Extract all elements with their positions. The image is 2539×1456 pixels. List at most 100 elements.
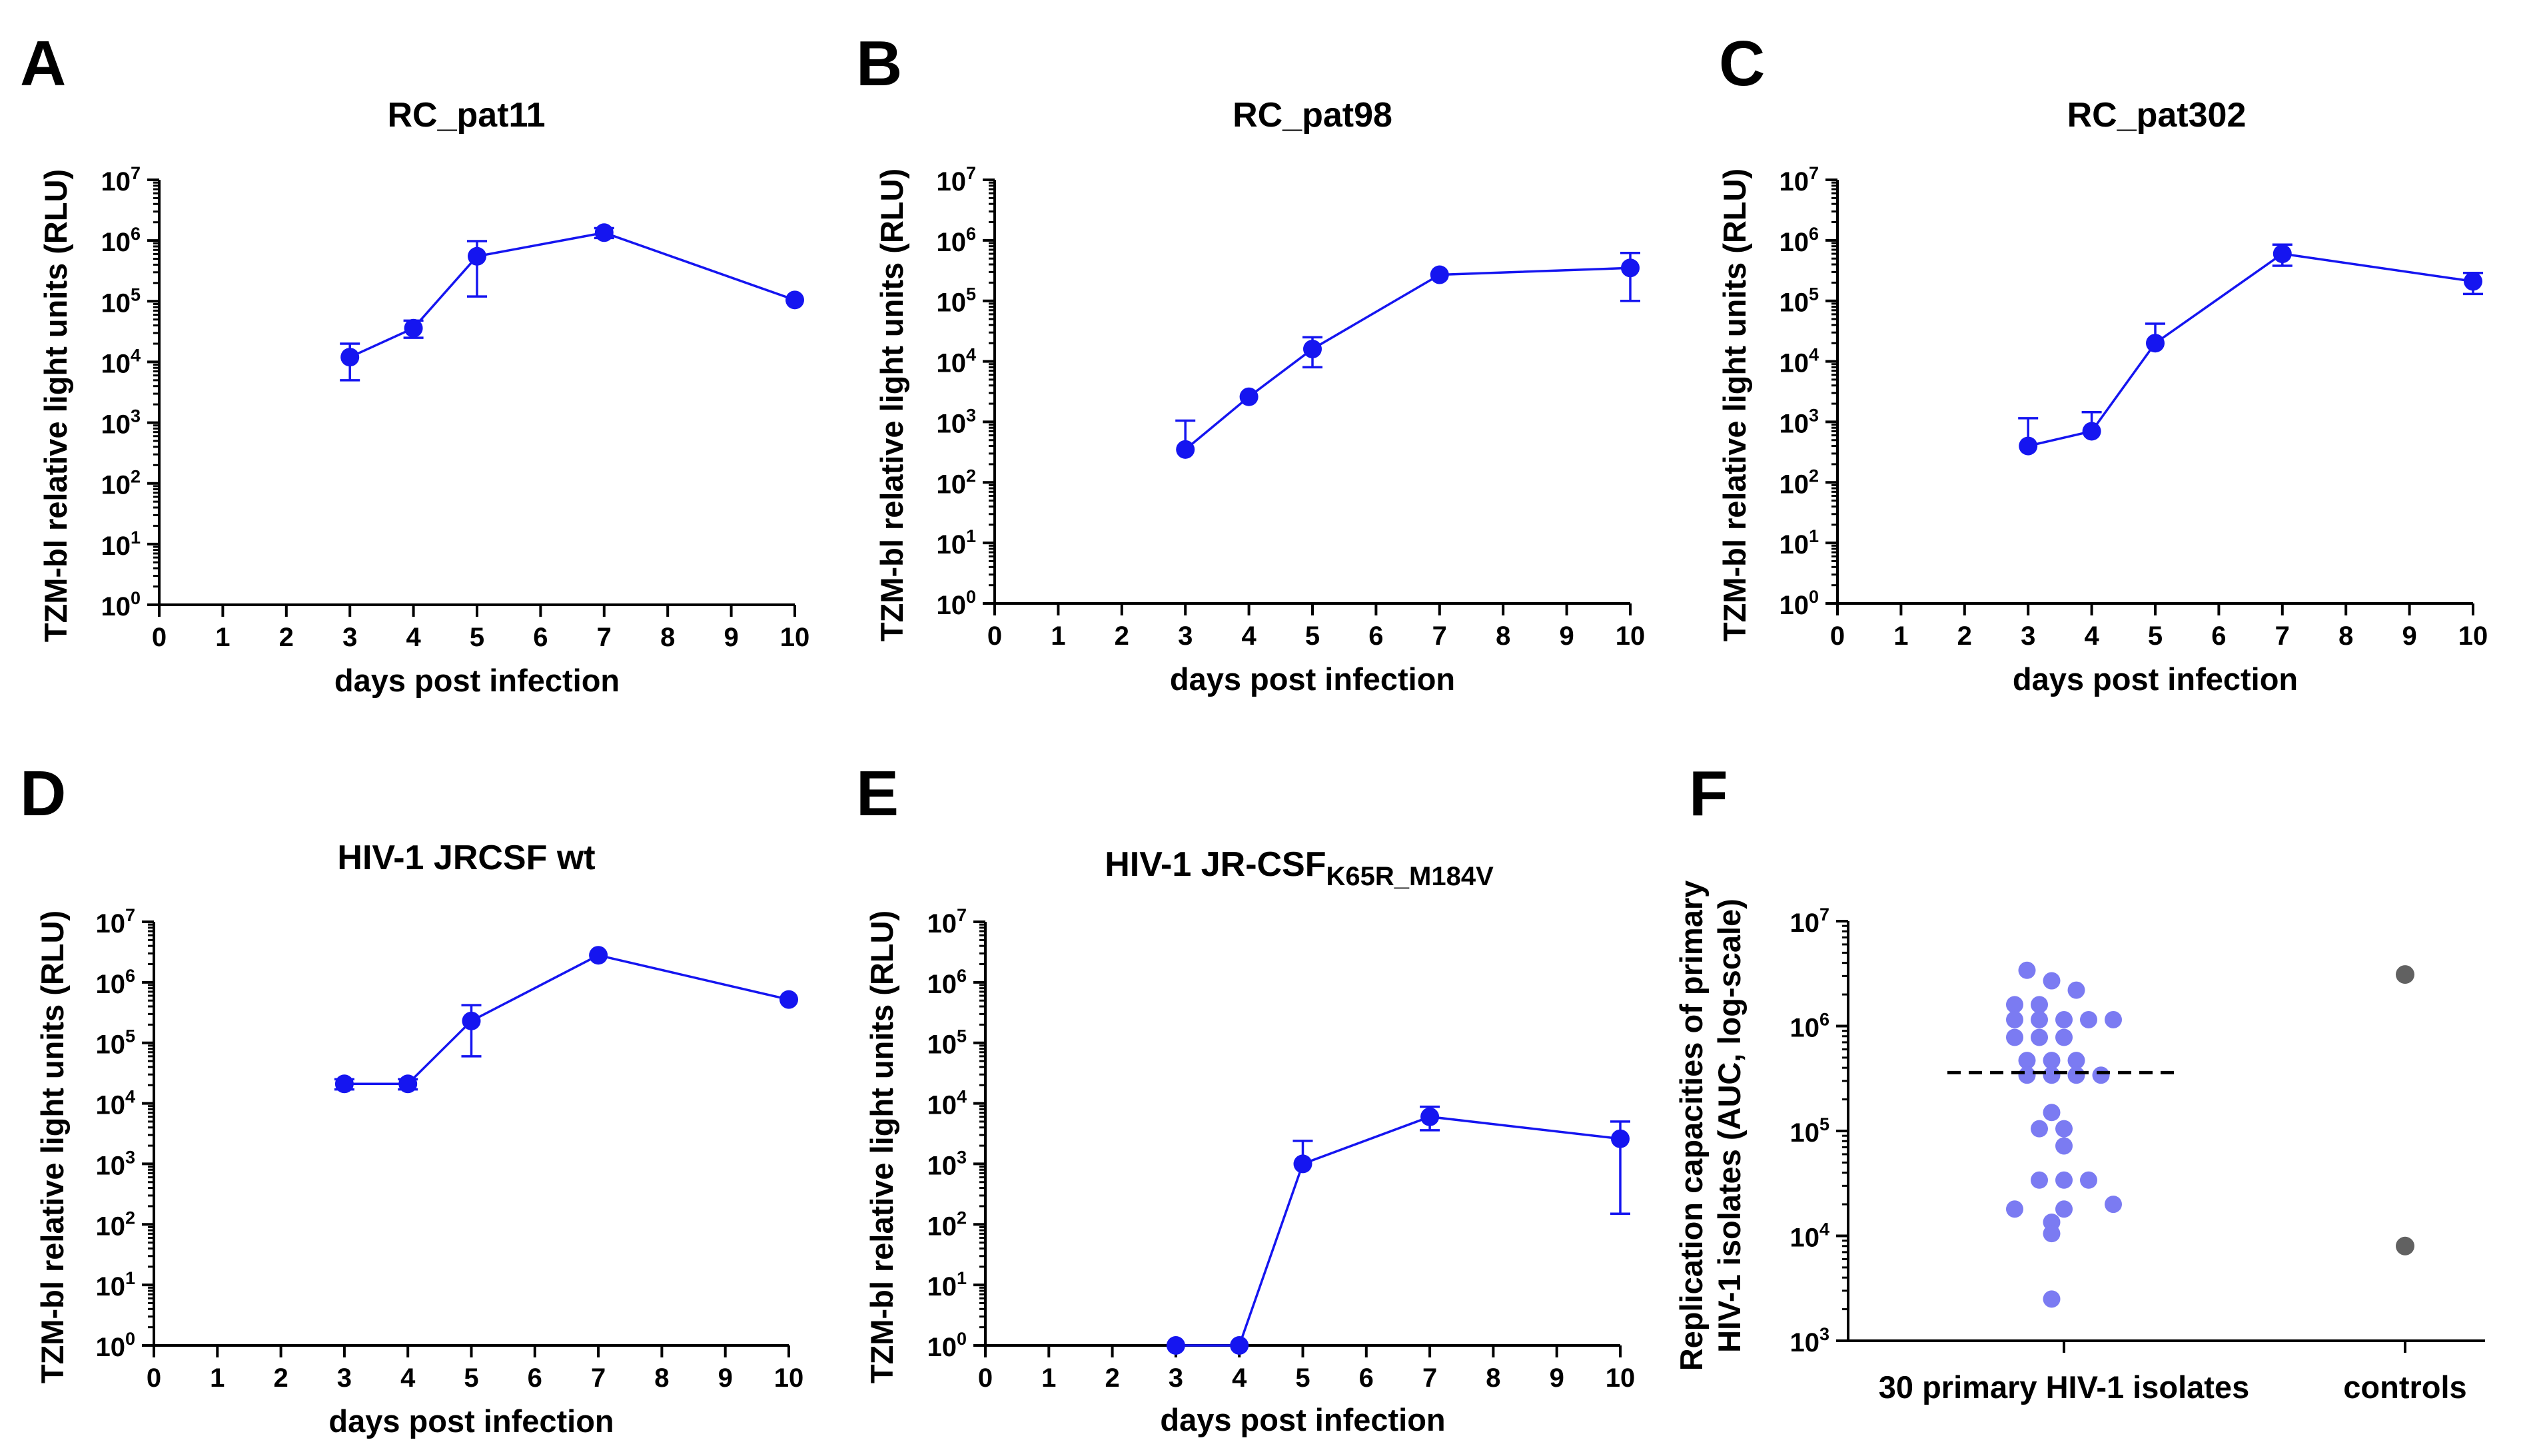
x-tick-label: 5 xyxy=(1295,1363,1310,1393)
y-tick-label: 102 xyxy=(95,1208,135,1241)
isolate-point xyxy=(2018,961,2036,979)
data-point xyxy=(398,1074,418,1094)
y-tick-label-exponent: 6 xyxy=(1809,224,1819,244)
data-point xyxy=(2019,436,2038,456)
x-tick-label: 5 xyxy=(2148,621,2163,651)
data-point xyxy=(1303,340,1322,359)
y-tick-label-exponent: 0 xyxy=(1809,587,1819,607)
x-tick-label: 2 xyxy=(273,1363,288,1393)
y-tick-label-base: 10 xyxy=(95,909,125,938)
x-tick-label: 7 xyxy=(1432,621,1447,651)
isolate-point xyxy=(2031,1171,2048,1189)
data-point xyxy=(1420,1107,1440,1126)
chart-title-main: HIV-1 JR-CSF xyxy=(1105,845,1326,884)
x-tick-label: 1 xyxy=(210,1363,225,1393)
y-tick-label: 100 xyxy=(101,588,141,621)
y-tick-label: 106 xyxy=(927,966,967,999)
y-tick-label-exponent: 5 xyxy=(131,284,141,304)
series-line xyxy=(1185,266,1631,451)
chart-title: RC_pat98 xyxy=(1233,96,1392,135)
y-tick-label-exponent: 4 xyxy=(957,1087,967,1107)
series-line xyxy=(2027,252,2474,448)
y-tick-label-base: 10 xyxy=(101,532,131,561)
isolate-point xyxy=(2080,1171,2097,1189)
y-tick-label-exponent: 5 xyxy=(1819,1114,1829,1134)
y-tick-label: 101 xyxy=(927,1268,967,1301)
chart-title: HIV-1 JR-CSFK65R_M184V xyxy=(1105,845,1494,891)
y-tick-label-base: 10 xyxy=(101,349,131,378)
y-axis-label: TZM-bl relative light units (RLU) xyxy=(35,910,70,1383)
x-tick-label: 7 xyxy=(591,1363,606,1393)
y-tick-label-exponent: 7 xyxy=(957,905,967,925)
y-tick-label-base: 10 xyxy=(936,530,966,559)
data-point xyxy=(1166,1336,1185,1355)
isolate-point xyxy=(2043,1052,2061,1070)
y-tick-label-exponent: 5 xyxy=(125,1026,135,1046)
y-tick-label-exponent: 7 xyxy=(1809,163,1819,183)
data-point xyxy=(785,290,804,310)
y-tick-label: 105 xyxy=(1779,284,1819,318)
x-tick-label: 6 xyxy=(1359,1363,1374,1393)
y-tick-label: 104 xyxy=(1779,345,1819,378)
y-tick-label-base: 10 xyxy=(101,471,131,500)
y-tick-label: 103 xyxy=(1789,1324,1829,1357)
y-tick-label-base: 10 xyxy=(1789,1014,1819,1043)
x-tick-label: 0 xyxy=(147,1363,161,1393)
x-tick-label: 3 xyxy=(1169,1363,1183,1393)
y-tick-label: 107 xyxy=(95,905,135,938)
x-tick-label: 7 xyxy=(1422,1363,1437,1393)
y-tick-label-exponent: 6 xyxy=(125,966,135,986)
category-label: 30 primary HIV-1 isolates xyxy=(1879,1369,2249,1405)
x-tick-label: 3 xyxy=(342,623,357,652)
y-tick-label: 102 xyxy=(936,466,976,499)
y-tick-label-base: 10 xyxy=(1779,470,1809,499)
y-tick-label: 100 xyxy=(95,1329,135,1362)
isolate-point xyxy=(2031,1028,2048,1046)
y-tick-label: 105 xyxy=(95,1026,135,1060)
x-tick-label: 4 xyxy=(1241,621,1257,651)
isolate-point xyxy=(2031,1010,2048,1028)
isolate-point xyxy=(2043,1290,2061,1308)
x-tick-label: 3 xyxy=(1178,621,1193,651)
y-tick-label-base: 10 xyxy=(1789,1328,1819,1357)
x-tick-label: 9 xyxy=(2402,621,2416,651)
data-point xyxy=(468,246,486,266)
chart-title-main: HIV-1 JRCSF wt xyxy=(337,839,595,877)
data-point xyxy=(2082,422,2101,441)
y-axis-label: TZM-bl relative light units (RLU) xyxy=(874,169,909,641)
y-tick-label-base: 10 xyxy=(95,1212,125,1241)
y-tick-label-exponent: 6 xyxy=(131,224,141,244)
data-point xyxy=(2273,244,2292,264)
y-tick-label-exponent: 5 xyxy=(1809,284,1819,304)
isolate-point xyxy=(2006,1028,2023,1046)
category-label: controls xyxy=(2343,1369,2466,1405)
y-tick-label: 100 xyxy=(936,587,976,620)
y-axis-label-line: Replication capacities of primary xyxy=(1674,881,1709,1371)
x-tick-label: 2 xyxy=(1115,621,1129,651)
y-tick-label-exponent: 3 xyxy=(125,1147,135,1167)
y-tick-label: 104 xyxy=(936,345,976,378)
chart-title-main: RC_pat98 xyxy=(1233,96,1392,135)
x-tick-label: 4 xyxy=(400,1363,416,1393)
y-tick-label-base: 10 xyxy=(101,228,131,257)
y-tick-label-base: 10 xyxy=(936,470,966,499)
y-tick-label-exponent: 3 xyxy=(1809,405,1819,425)
isolate-point xyxy=(2043,1104,2061,1122)
data-point xyxy=(1293,1154,1312,1174)
y-tick-label-base: 10 xyxy=(101,288,131,318)
y-tick-label-exponent: 7 xyxy=(1819,905,1829,924)
y-tick-label-exponent: 4 xyxy=(966,345,976,365)
data-point xyxy=(404,318,423,338)
isolate-point xyxy=(2067,1052,2085,1070)
y-tick-label-exponent: 4 xyxy=(131,345,141,365)
y-tick-label-exponent: 5 xyxy=(957,1026,967,1046)
isolate-point xyxy=(2067,981,2085,999)
x-tick-label: 10 xyxy=(1616,621,1646,651)
data-point xyxy=(1176,440,1195,459)
y-tick-label-exponent: 6 xyxy=(957,966,967,986)
y-tick-label-base: 10 xyxy=(101,410,131,440)
data-point xyxy=(1611,1129,1630,1148)
y-tick-label-base: 10 xyxy=(95,1333,125,1362)
isolate-point xyxy=(2105,1196,2122,1214)
data-point xyxy=(594,223,614,242)
